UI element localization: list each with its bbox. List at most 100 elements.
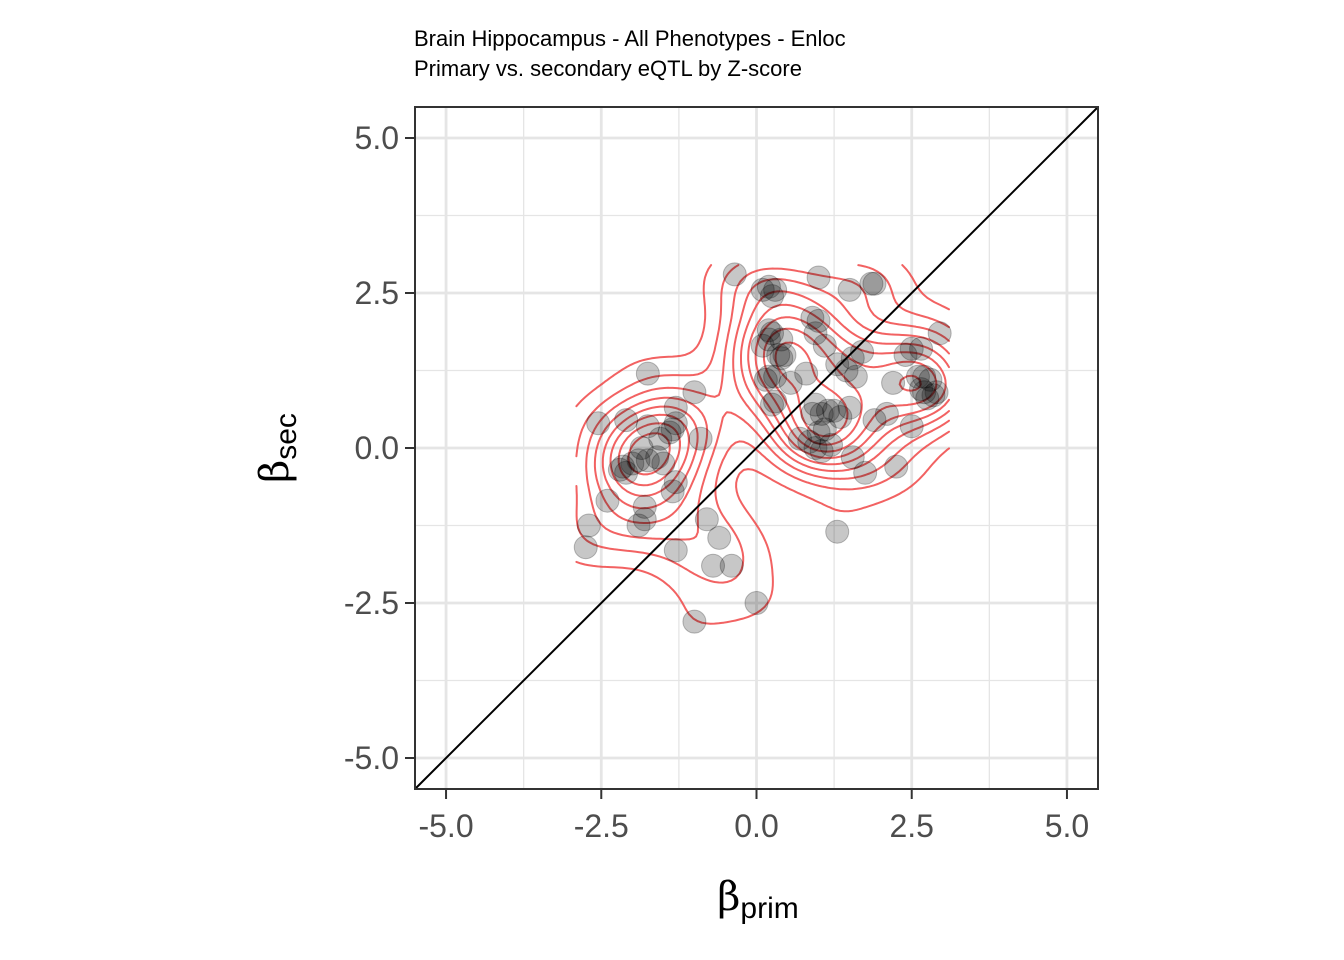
data-point bbox=[682, 609, 707, 634]
data-point bbox=[763, 389, 788, 414]
density-contour bbox=[593, 278, 950, 524]
data-point bbox=[787, 426, 812, 451]
data-point bbox=[753, 367, 778, 392]
data-point bbox=[850, 339, 875, 364]
data-point bbox=[766, 343, 791, 367]
data-point bbox=[912, 380, 937, 405]
data-point bbox=[837, 277, 862, 302]
data-point bbox=[629, 436, 654, 460]
data-point bbox=[657, 420, 682, 445]
data-point bbox=[586, 411, 611, 436]
x-axis-symbol: β bbox=[717, 874, 740, 920]
data-point bbox=[909, 336, 934, 361]
density-contour bbox=[601, 290, 950, 510]
x-tick-label: -5.0 bbox=[418, 808, 473, 844]
data-point bbox=[921, 383, 946, 408]
density-contour bbox=[609, 303, 947, 497]
data-point bbox=[803, 392, 828, 417]
y-axis-symbol: β bbox=[252, 460, 298, 483]
x-axis-subscript: prim bbox=[740, 892, 798, 925]
x-axis-title: βprim bbox=[717, 874, 798, 925]
data-point bbox=[806, 265, 831, 290]
data-point bbox=[760, 321, 785, 346]
y-axis-title: βsec bbox=[252, 413, 303, 483]
data-point bbox=[797, 429, 822, 454]
data-point bbox=[614, 408, 639, 433]
data-point bbox=[660, 417, 685, 442]
data-point bbox=[632, 507, 657, 532]
data-point bbox=[915, 386, 940, 411]
data-point bbox=[843, 364, 868, 389]
data-point bbox=[905, 364, 930, 389]
data-point bbox=[812, 333, 837, 358]
density-contour bbox=[617, 316, 938, 487]
data-point bbox=[825, 352, 850, 377]
data-point bbox=[756, 327, 781, 352]
data-point bbox=[815, 398, 840, 423]
data-point bbox=[800, 305, 825, 330]
data-point bbox=[862, 408, 887, 433]
data-point bbox=[648, 426, 673, 451]
data-point bbox=[620, 451, 645, 476]
data-point bbox=[893, 343, 918, 367]
data-point bbox=[688, 426, 713, 451]
y-axis-ticks: -5.0 -2.5 0.0 2.5 5.0 bbox=[344, 120, 415, 776]
data-point bbox=[825, 519, 850, 544]
data-point bbox=[682, 380, 707, 405]
data-point bbox=[794, 361, 819, 386]
data-point bbox=[912, 364, 937, 389]
data-point bbox=[809, 439, 834, 464]
x-tick-label: 5.0 bbox=[1045, 808, 1089, 844]
data-point bbox=[819, 432, 844, 457]
data-point bbox=[663, 395, 688, 420]
data-point bbox=[803, 321, 828, 346]
data-point bbox=[778, 370, 803, 395]
data-point bbox=[651, 451, 676, 476]
data-point bbox=[760, 284, 785, 309]
x-tick-label: 0.0 bbox=[734, 808, 778, 844]
data-point bbox=[663, 538, 688, 563]
chart-subtitle: Primary vs. secondary eQTL by Z-score bbox=[414, 56, 802, 81]
data-point bbox=[924, 380, 949, 405]
chart-title: Brain Hippocampus - All Phenotypes - Enl… bbox=[414, 26, 846, 51]
data-point bbox=[756, 274, 781, 299]
identity-line bbox=[414, 106, 1099, 790]
data-point bbox=[899, 414, 924, 439]
data-point bbox=[763, 277, 788, 302]
data-point bbox=[576, 513, 601, 538]
data-point bbox=[750, 277, 775, 302]
data-point bbox=[840, 445, 865, 470]
data-point bbox=[694, 507, 719, 532]
data-point bbox=[874, 401, 899, 426]
data-point bbox=[635, 414, 660, 439]
data-point bbox=[614, 460, 639, 485]
data-point bbox=[607, 457, 632, 482]
density-contour bbox=[627, 327, 922, 476]
density-contour bbox=[585, 267, 950, 541]
data-point bbox=[763, 364, 788, 389]
data-point bbox=[663, 470, 688, 495]
data-point bbox=[837, 395, 862, 420]
data-point bbox=[595, 488, 620, 513]
data-point bbox=[701, 553, 726, 578]
y-tick-label: -5.0 bbox=[344, 740, 399, 776]
data-point bbox=[822, 398, 847, 423]
data-point bbox=[573, 535, 598, 560]
density-contours bbox=[575, 264, 950, 625]
data-point bbox=[899, 336, 924, 361]
data-point bbox=[760, 392, 785, 417]
data-points bbox=[573, 262, 952, 634]
data-point bbox=[756, 318, 781, 343]
data-point bbox=[626, 513, 651, 538]
data-point bbox=[859, 271, 884, 296]
data-point bbox=[806, 420, 831, 445]
data-point bbox=[862, 271, 887, 296]
data-point bbox=[645, 445, 670, 470]
data-point bbox=[769, 346, 794, 371]
data-point bbox=[853, 460, 878, 485]
y-tick-label: 5.0 bbox=[355, 120, 399, 156]
data-point bbox=[769, 327, 794, 352]
data-point bbox=[918, 367, 943, 392]
x-axis-ticks: -5.0 -2.5 0.0 2.5 5.0 bbox=[418, 789, 1089, 844]
